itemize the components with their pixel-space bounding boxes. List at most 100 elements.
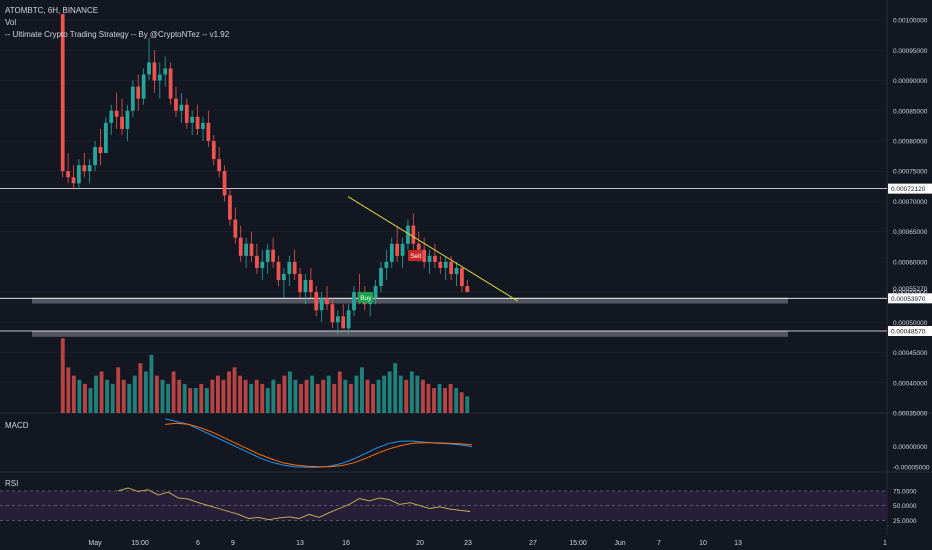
- price-tick-label: 0.00095000: [893, 48, 928, 55]
- time-tick-label: 6: [196, 540, 200, 547]
- last-price-label: 0.00055270: [893, 286, 928, 293]
- volume-bar: [254, 379, 259, 413]
- volume-bar: [138, 363, 143, 413]
- volume-bar: [215, 375, 220, 413]
- candle-body: [433, 255, 437, 262]
- volume-bar: [243, 379, 248, 413]
- volume-bar: [66, 367, 71, 413]
- volume-bar: [348, 383, 353, 413]
- candle-body: [233, 219, 238, 238]
- candle-body: [265, 249, 270, 262]
- candle-body: [271, 249, 275, 262]
- volume-bar: [149, 354, 154, 413]
- candle-body: [195, 116, 200, 129]
- volume-bar: [105, 379, 110, 413]
- volume-bar: [204, 388, 209, 413]
- time-tick-label: 1: [883, 540, 887, 547]
- volume-bar: [393, 363, 398, 413]
- volume-bar: [287, 371, 292, 413]
- volume-bar: [282, 375, 287, 413]
- price-tick-label: 0.00065000: [893, 229, 928, 236]
- volume-bar: [171, 371, 176, 413]
- volume-bar: [404, 379, 409, 413]
- time-tick-label: 27: [529, 540, 537, 547]
- candle-body: [384, 261, 389, 268]
- candle-body: [66, 171, 70, 178]
- candle-body: [352, 292, 356, 311]
- price-tick-label: 0.00060000: [893, 259, 928, 266]
- macd-label[interactable]: MACD: [5, 421, 29, 430]
- candle-body: [400, 243, 405, 256]
- candle-body: [292, 261, 297, 274]
- horizontal-levels[interactable]: [0, 188, 887, 332]
- candle-body: [325, 298, 329, 305]
- descending-trendline[interactable]: [347, 196, 519, 302]
- volume-bar: [326, 375, 331, 413]
- volume-bar: [82, 383, 87, 413]
- volume-bar: [127, 383, 132, 413]
- trendline[interactable]: [347, 196, 519, 302]
- candle-body: [389, 243, 394, 262]
- volume-legend[interactable]: Vol: [5, 18, 17, 27]
- rsi-label[interactable]: RSI: [5, 479, 19, 488]
- candle-body: [190, 116, 195, 123]
- symbol-legend[interactable]: ATOMBTC, 6H, BINANCE: [5, 6, 99, 15]
- candle-body: [211, 140, 216, 160]
- candle-body: [335, 316, 340, 323]
- volume-bar: [94, 375, 98, 413]
- level-tag-label[interactable]: 0.00053970: [891, 296, 926, 303]
- volume-bar: [182, 383, 187, 413]
- strategy-legend[interactable]: -- Ultimate Crypto Trading Strategy -- B…: [5, 30, 230, 39]
- volume-bar: [337, 371, 342, 413]
- volume-bar: [321, 379, 326, 413]
- candle-body: [379, 267, 383, 287]
- volume-bar: [160, 379, 165, 413]
- volume-bar: [332, 383, 337, 413]
- volume-bar: [409, 371, 414, 413]
- volume-bar: [315, 383, 320, 413]
- volume-bar: [437, 383, 442, 413]
- level-tag-box[interactable]: [888, 183, 932, 194]
- candle-body: [298, 273, 302, 293]
- volume-bar: [459, 392, 464, 413]
- macd-tick-label: -0.00005000: [893, 465, 930, 472]
- candle-body: [222, 171, 227, 196]
- candle-body: [217, 159, 222, 172]
- level-tag-label[interactable]: 0.00048570: [891, 328, 926, 335]
- time-axis[interactable]: May 15:00 6 9 13 16 20 23 27 15:00 Jun 7 10 13 1: [88, 540, 887, 547]
- volume-bar: [354, 375, 359, 413]
- candle-body: [238, 237, 243, 256]
- candle-body: [93, 147, 97, 166]
- candle-body: [281, 273, 286, 281]
- level-tag-box[interactable]: [888, 325, 932, 336]
- volume-bar: [376, 379, 381, 413]
- volume-bar: [193, 388, 198, 413]
- candle-body: [341, 316, 346, 329]
- candle-body: [228, 195, 232, 220]
- candle-body: [147, 62, 151, 75]
- volume-bar: [448, 383, 453, 413]
- volume-bar: [360, 367, 364, 413]
- candle-body: [454, 267, 459, 274]
- candle-body: [120, 116, 124, 129]
- candle-body: [287, 261, 292, 274]
- volume-bar: [420, 379, 425, 413]
- candle-body: [87, 165, 92, 172]
- time-tick-label: Jun: [614, 540, 625, 547]
- price-axis[interactable]: 0.00100000 0.00095000 0.00090000 0.00085000…: [888, 18, 932, 525]
- price-tick-label: 0.00085000: [893, 108, 928, 115]
- time-tick-label: 9: [231, 540, 235, 547]
- time-tick-label: 15:00: [569, 540, 587, 547]
- candle-body: [319, 298, 324, 311]
- candle-body: [114, 110, 119, 117]
- price-tick-label: 0.00055000: [893, 290, 928, 297]
- level-tag-box[interactable]: [888, 293, 932, 304]
- sell-signal-box: [408, 250, 422, 261]
- level-tag-label[interactable]: 0.00072120: [891, 186, 926, 193]
- volume-bar: [71, 375, 76, 413]
- candle-body: [168, 68, 173, 99]
- candle-body: [260, 261, 265, 268]
- volume-bar: [299, 383, 303, 413]
- candle-body: [438, 261, 443, 268]
